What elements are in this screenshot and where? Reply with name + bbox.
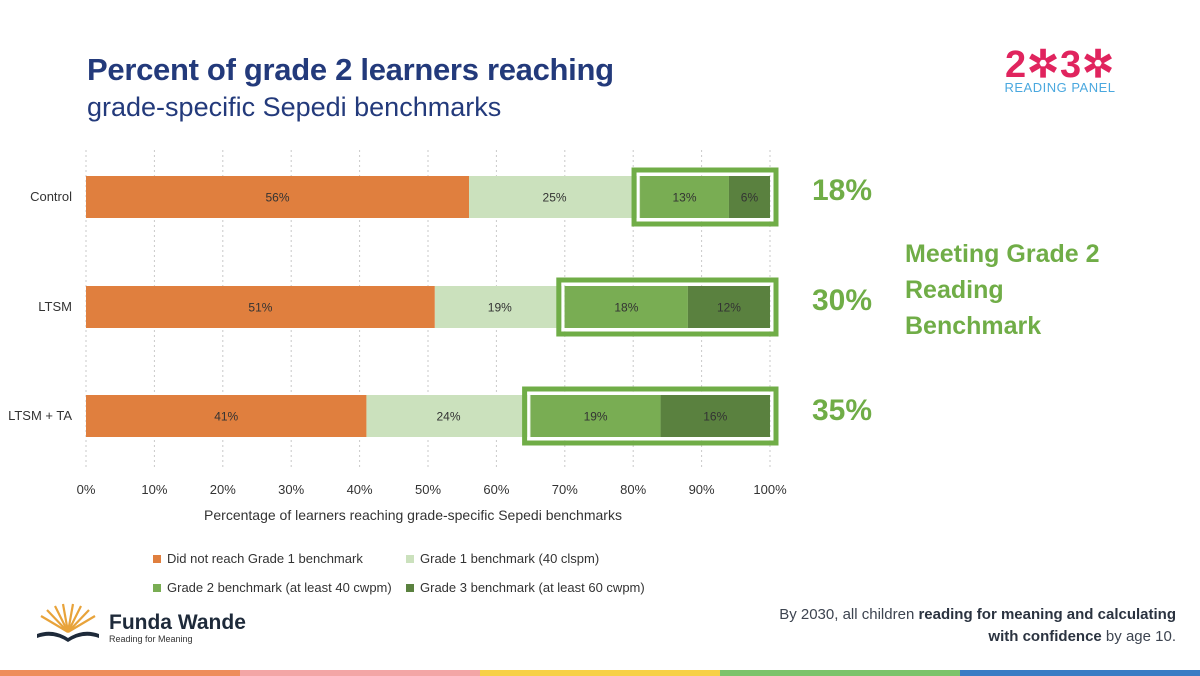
- slogan-part1: By 2030, all children: [779, 606, 919, 623]
- bar-segment: [728, 176, 770, 218]
- slogan-bold: reading for meaning and calculating with…: [918, 606, 1176, 645]
- strip-segment: [720, 670, 960, 676]
- highlight-box: [556, 277, 779, 337]
- bar-segment: [660, 395, 770, 437]
- x-tick-label: 100%: [753, 482, 787, 497]
- data-label: 41%: [214, 410, 238, 424]
- x-tick-label: 10%: [141, 482, 167, 497]
- highlight-inner-box: [561, 282, 774, 332]
- legend-label: Grade 2 benchmark (at least 40 cwpm): [167, 580, 392, 595]
- data-label: 51%: [248, 301, 272, 315]
- bottom-color-strip: [0, 670, 1200, 676]
- bar-segment: [86, 395, 367, 437]
- data-label: 13%: [672, 191, 696, 205]
- x-tick-label: 20%: [210, 482, 236, 497]
- data-label: 18%: [614, 301, 638, 315]
- x-tick-label: 90%: [689, 482, 715, 497]
- legend-item-grade2: Grade 2 benchmark (at least 40 cwpm): [153, 580, 392, 595]
- legend-item-grade3: Grade 3 benchmark (at least 60 cwpm): [406, 580, 645, 595]
- legend-label: Did not reach Grade 1 benchmark: [167, 551, 363, 566]
- strip-segment: [960, 670, 1200, 676]
- legend-swatch: [406, 555, 414, 563]
- x-tick-label: 70%: [552, 482, 578, 497]
- category-label: LTSM + TA: [8, 408, 72, 423]
- slogan-part2: by age 10.: [1101, 628, 1176, 645]
- logo-subtitle: READING PANEL: [1004, 80, 1116, 95]
- data-label: 19%: [584, 410, 608, 424]
- legend-swatch: [153, 584, 161, 592]
- legend-label: Grade 3 benchmark (at least 60 cwpm): [420, 580, 645, 595]
- callout-control: 18%: [812, 174, 873, 207]
- brand-name: Funda Wande: [109, 611, 246, 634]
- page-title: Percent of grade 2 learners reaching: [87, 52, 614, 87]
- data-label: 24%: [437, 410, 461, 424]
- open-book-icon: [37, 603, 99, 642]
- bar-segment: [366, 395, 531, 437]
- legend-swatch: [406, 584, 414, 592]
- callout-ltsm-ta: 35%: [812, 394, 873, 427]
- legend-item-did-not-reach: Did not reach Grade 1 benchmark: [153, 551, 363, 566]
- bar-segment: [86, 286, 435, 328]
- bar-segment: [640, 176, 729, 218]
- data-label: 25%: [543, 191, 567, 205]
- x-tick-label: 50%: [415, 482, 441, 497]
- data-label: 19%: [488, 301, 512, 315]
- category-label: LTSM: [38, 299, 72, 314]
- x-tick-label: 60%: [483, 482, 509, 497]
- x-tick-label: 0%: [77, 482, 96, 497]
- bar-segment: [687, 286, 770, 328]
- legend-swatch: [153, 555, 161, 563]
- strip-segment: [240, 670, 480, 676]
- bar-segment: [469, 176, 641, 218]
- bar-segment: [530, 395, 661, 437]
- x-tick-label: 30%: [278, 482, 304, 497]
- logo-digits: 2✲3✲: [1005, 44, 1115, 86]
- callout-ltsm: 30%: [812, 284, 873, 317]
- page-subtitle: grade-specific Sepedi benchmarks: [87, 92, 502, 122]
- x-tick-label: 80%: [620, 482, 646, 497]
- data-label: 12%: [717, 301, 741, 315]
- strip-segment: [480, 670, 720, 676]
- x-axis-label: Percentage of learners reaching grade-sp…: [204, 507, 622, 523]
- legend-item-grade1: Grade 1 benchmark (40 clspm): [406, 551, 599, 566]
- strip-segment: [0, 670, 240, 676]
- meeting-benchmark-label: Meeting Grade 2 Reading Benchmark: [905, 240, 1100, 340]
- bar-segment: [564, 286, 688, 328]
- bar-segment: [434, 286, 565, 328]
- data-label: 56%: [266, 191, 290, 205]
- highlight-inner-box: [636, 172, 774, 222]
- bar-segment: [86, 176, 470, 218]
- legend-label: Grade 1 benchmark (40 clspm): [420, 551, 600, 566]
- highlight-box: [631, 167, 779, 227]
- reading-panel-logo: 2✲3✲ READING PANEL: [1000, 42, 1120, 102]
- brand-tagline: Reading for Meaning: [109, 634, 193, 644]
- x-tick-label: 40%: [347, 482, 373, 497]
- stacked-bar-chart: 0% 10% 20% 30% 40% 50% 60% 70% 80% 90% 100% Control…: [8, 150, 787, 523]
- data-label: 6%: [741, 191, 759, 205]
- footer-slogan: By 2030, all children reading for meanin…: [756, 604, 1176, 648]
- highlight-box: [522, 386, 779, 446]
- category-label: Control: [30, 189, 72, 204]
- data-label: 16%: [703, 410, 727, 424]
- funda-wande-logo: Funda Wande Reading for Meaning: [33, 600, 263, 650]
- highlight-inner-box: [527, 391, 774, 441]
